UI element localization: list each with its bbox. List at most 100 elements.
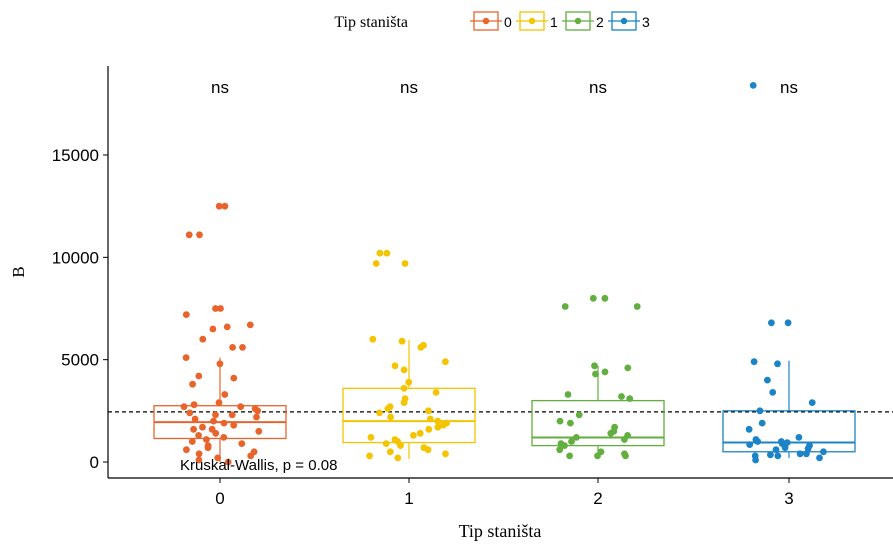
data-point	[589, 294, 597, 302]
data-point	[203, 436, 210, 443]
box-group-1	[342, 340, 476, 459]
legend-key-point	[620, 17, 628, 25]
data-point	[591, 362, 598, 370]
x-tick-label: 3	[784, 489, 793, 508]
data-point	[808, 399, 816, 406]
data-point	[633, 303, 641, 310]
data-point	[221, 202, 229, 210]
data-point	[366, 452, 373, 460]
data-point	[215, 202, 223, 210]
data-point	[230, 421, 238, 429]
data-point	[223, 323, 231, 331]
data-point	[199, 335, 207, 343]
data-point	[190, 425, 198, 433]
data-point	[400, 366, 408, 374]
data-point	[386, 448, 394, 456]
legend-label: 1	[550, 14, 558, 30]
data-point	[237, 403, 245, 411]
data-point	[622, 452, 629, 460]
data-point	[369, 335, 377, 343]
data-point	[750, 358, 758, 366]
axes: 0 5000 10000 15000 0 1 2 3	[52, 66, 893, 508]
data-point	[220, 419, 228, 427]
data-point	[394, 454, 402, 462]
data-point	[752, 456, 759, 464]
plot-area: ns ns ns ns	[108, 78, 893, 466]
data-point	[556, 446, 564, 454]
data-point	[397, 442, 404, 449]
data-point	[246, 321, 254, 329]
data-point	[208, 425, 216, 433]
data-point	[384, 405, 392, 413]
data-point	[749, 82, 757, 89]
legend-item-2: 2	[562, 11, 604, 31]
data-point	[796, 450, 804, 458]
data-point	[601, 294, 609, 302]
data-point	[568, 438, 575, 445]
data-point	[566, 452, 573, 460]
data-point	[758, 419, 766, 427]
data-point	[255, 427, 263, 435]
legend-label: 0	[504, 14, 512, 30]
significance-label: ns	[780, 78, 798, 97]
data-point	[182, 354, 190, 361]
y-tick-label: 5000	[61, 351, 99, 370]
significance-label: ns	[400, 78, 418, 97]
data-point	[190, 401, 198, 409]
data-point	[426, 415, 434, 423]
data-point	[215, 399, 223, 406]
legend-item-3: 3	[608, 11, 650, 31]
y-axis-title: B	[9, 266, 28, 277]
data-point	[182, 311, 190, 318]
data-point	[367, 434, 375, 441]
data-point	[746, 441, 754, 448]
data-point	[803, 450, 810, 458]
data-point	[195, 372, 203, 380]
data-point	[774, 452, 782, 460]
y-tick-label: 15000	[52, 146, 99, 165]
data-point	[621, 436, 628, 443]
data-point	[556, 417, 564, 425]
data-point	[214, 454, 222, 462]
data-point	[239, 344, 246, 351]
data-point	[745, 425, 753, 433]
data-point	[592, 370, 599, 378]
x-tick-label: 2	[593, 489, 602, 508]
data-point	[376, 409, 383, 417]
data-point	[191, 415, 199, 423]
data-point	[769, 389, 777, 396]
data-point	[767, 451, 774, 459]
data-point	[228, 411, 236, 419]
box	[342, 387, 476, 444]
data-point	[561, 442, 568, 449]
data-point	[372, 260, 380, 267]
data-point	[626, 395, 634, 402]
data-point	[186, 409, 194, 417]
significance-label: ns	[211, 78, 229, 97]
box-group-0	[153, 357, 287, 462]
data-point	[400, 399, 408, 406]
legend-item-0: 0	[470, 11, 512, 31]
data-point	[561, 303, 569, 310]
data-point	[424, 446, 432, 454]
data-point	[754, 438, 762, 445]
data-point	[230, 374, 238, 382]
data-point	[183, 446, 190, 454]
data-point	[189, 380, 197, 388]
legend-label: 2	[596, 14, 604, 30]
y-tick-label: 10000	[52, 248, 99, 267]
data-point	[220, 434, 228, 441]
data-point	[195, 432, 203, 439]
data-point	[416, 429, 424, 437]
data-point	[391, 362, 399, 370]
data-point	[618, 393, 625, 400]
data-point	[820, 448, 827, 456]
box-group-2	[531, 365, 665, 457]
data-point	[212, 411, 219, 419]
data-point	[624, 364, 632, 372]
data-point	[221, 391, 229, 398]
data-point	[607, 429, 615, 437]
box	[722, 410, 856, 453]
data-point	[216, 360, 224, 368]
